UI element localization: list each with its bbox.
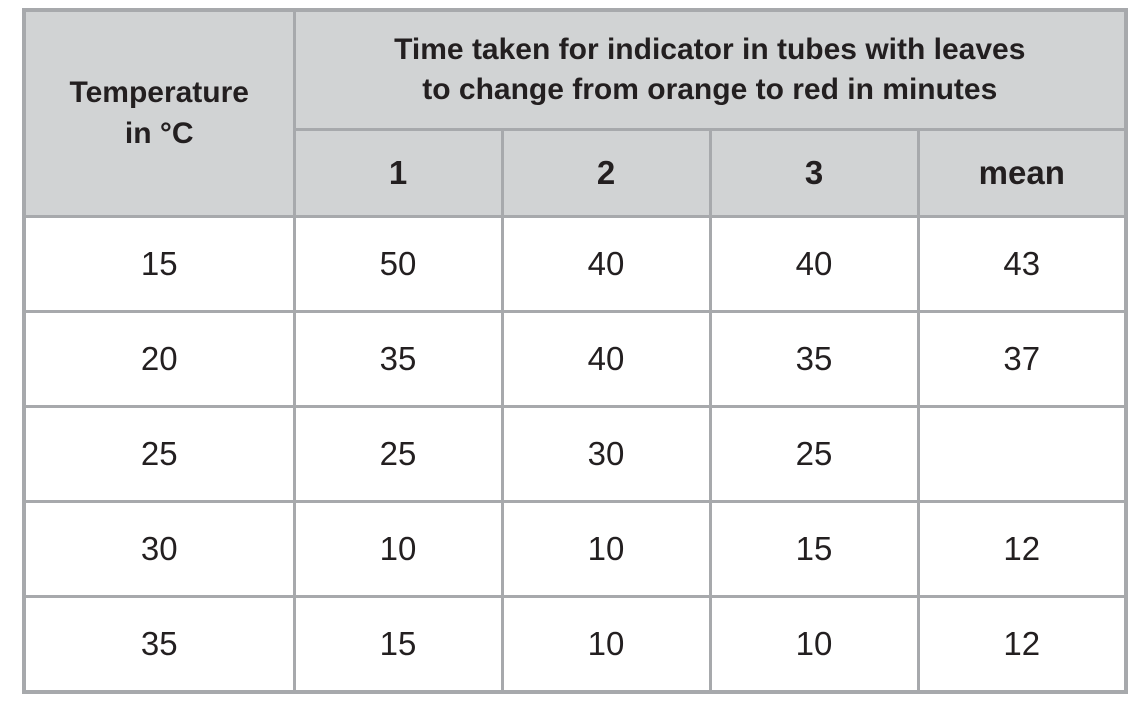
table-row: 25 25 30 25 xyxy=(22,405,1128,503)
trial-1-cell: 50 xyxy=(292,215,504,313)
results-table: Temperature in °C Time taken for indicat… xyxy=(22,8,1129,694)
trial-3-cell: 15 xyxy=(708,500,920,598)
mean-cell-empty xyxy=(916,405,1128,503)
trial-2-cell: 10 xyxy=(500,500,712,598)
time-taken-spanning-header: Time taken for indicator in tubes with l… xyxy=(292,8,1128,131)
trial-1-cell: 10 xyxy=(292,500,504,598)
trial-2-cell: 40 xyxy=(500,215,712,313)
trial-2-header: 2 xyxy=(500,128,712,218)
table-header-row-trials: 1 2 3 mean xyxy=(24,128,1128,218)
temperature-cell: 30 xyxy=(22,500,296,598)
trial-1-cell: 15 xyxy=(292,595,504,694)
trial-1-cell: 25 xyxy=(292,405,504,503)
mean-cell: 12 xyxy=(916,595,1128,694)
temperature-cell: 15 xyxy=(22,215,296,313)
temperature-header-line1: Temperature xyxy=(69,76,249,109)
trial-2-cell: 30 xyxy=(500,405,712,503)
temperature-header-line2: in °C xyxy=(124,116,194,150)
time-taken-header-line2: to change from orange to red in minutes xyxy=(422,73,998,106)
table-row: 15 50 40 40 43 xyxy=(22,215,1128,313)
table-header-row-main: Temperature in °C Time taken for indicat… xyxy=(22,8,1128,218)
temperature-column-header: Temperature in °C xyxy=(22,8,296,218)
table-row: 30 10 10 15 12 xyxy=(22,500,1128,598)
temperature-cell: 25 xyxy=(22,405,296,503)
mean-cell: 12 xyxy=(916,500,1128,598)
trial-1-header: 1 xyxy=(292,128,504,218)
table-row: 20 35 40 35 37 xyxy=(22,310,1128,408)
mean-header: mean xyxy=(916,128,1128,218)
trial-3-cell: 25 xyxy=(708,405,920,503)
temperature-cell: 20 xyxy=(22,310,296,408)
time-taken-header-line1: Time taken for indicator in tubes with l… xyxy=(394,32,1026,66)
trial-3-cell: 10 xyxy=(708,595,920,694)
mean-cell: 43 xyxy=(916,215,1128,313)
temperature-cell: 35 xyxy=(22,595,296,694)
trial-1-cell: 35 xyxy=(292,310,504,408)
trial-2-cell: 10 xyxy=(500,595,712,694)
trial-3-cell: 40 xyxy=(708,215,920,313)
trial-3-cell: 35 xyxy=(708,310,920,408)
mean-cell: 37 xyxy=(916,310,1128,408)
trial-2-cell: 40 xyxy=(500,310,712,408)
table-row: 35 15 10 10 12 xyxy=(22,595,1128,694)
trial-3-header: 3 xyxy=(708,128,920,218)
